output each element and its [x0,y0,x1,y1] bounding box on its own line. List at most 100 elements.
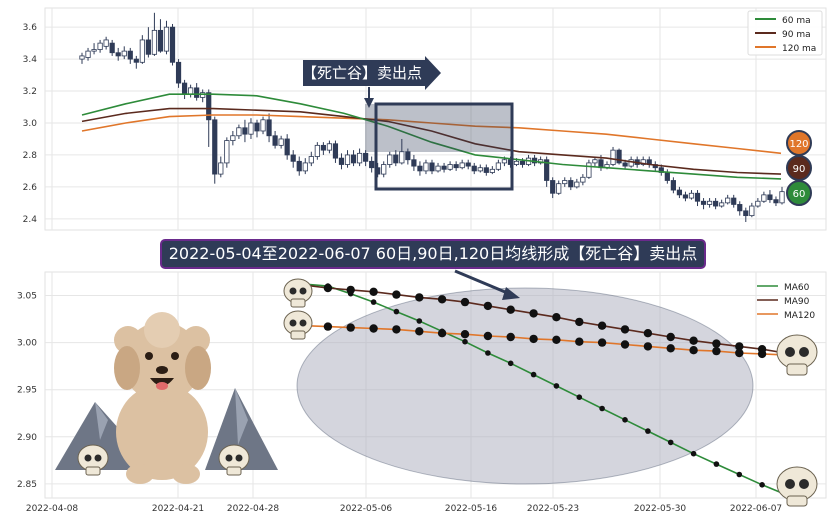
data-point [576,394,583,401]
skull-icon [283,310,313,340]
candlestick [544,156,550,187]
x-tick-label: 2022-05-30 [634,504,687,514]
candlestick [550,177,556,199]
candlestick [224,137,230,168]
data-point [507,360,514,367]
legend-ma120: MA120 [784,311,815,321]
valley-box [374,102,514,191]
death-valley-callout: 【死亡谷】卖出点 [302,56,441,108]
candlestick [320,142,326,155]
data-point [346,323,355,332]
data-point [415,327,424,336]
candlestick [109,39,115,56]
data-point [689,336,698,345]
svg-text:120: 120 [789,139,808,150]
candlestick [586,159,592,179]
y-tick-label: 2.85 [17,480,37,490]
candlestick [242,119,248,143]
candlestick [755,198,761,208]
data-point [553,383,560,389]
candlestick [115,47,121,61]
candlestick [169,23,176,66]
candlestick [332,140,339,163]
candlestick [465,159,471,170]
candlestick [399,138,405,165]
candlestick [688,190,695,200]
summary-banner: 2022-05-04至2022-06-07 60日,90日,120日均线形成【死… [160,239,706,269]
x-tick-label: 2022-04-08 [26,504,79,514]
y-tick-label: 2.8 [23,151,38,161]
data-point [575,337,584,346]
candlestick [308,151,314,167]
x-tick-label: 2022-04-21 [152,504,204,514]
data-point [529,309,538,318]
y-tick-label: 2.95 [17,386,37,396]
candlestick [749,202,755,218]
data-point [690,450,697,457]
data-point [416,318,423,324]
data-point [759,482,765,488]
pointer-arrow [454,269,520,300]
data-point [437,295,447,304]
candlestick [302,158,308,175]
candlestick [139,35,145,64]
y-tick-label: 3.0 [23,119,38,129]
ma120-line [304,324,786,356]
data-point [369,287,378,296]
ma-badge-120: 120 [786,130,812,156]
candlestick [767,190,773,203]
legend-120ma: 120 ma [782,44,816,54]
ma-badge-60: 60 [786,180,812,206]
skull-icon [283,278,313,308]
candlestick [356,148,363,167]
data-point [712,339,721,348]
data-point [736,471,743,478]
candlestick [453,161,459,171]
y-tick-label: 2.90 [17,433,37,443]
candlestick [350,150,357,167]
data-point [713,461,720,467]
y-tick-label: 2.4 [23,215,38,225]
candlestick [459,159,465,170]
data-point [393,308,400,315]
candlestick [79,52,85,64]
candlestick [163,20,170,55]
data-point [483,331,493,341]
candlestick [731,194,737,208]
y-tick-label: 3.05 [17,292,37,302]
data-point [597,321,607,330]
candlestick [411,154,417,171]
candlestick [97,39,103,53]
ma-badge-90: 90 [786,155,812,181]
top-legend: 60 ma 90 ma 120 ma [747,10,823,56]
candlestick [417,161,423,176]
candlestick [743,207,749,223]
x-tick-label: 2022-05-16 [445,504,498,514]
candlestick [212,116,218,184]
candlestick [779,186,785,205]
data-point [346,285,355,295]
data-point [529,334,538,344]
legend-60ma: 60 ma [782,16,811,26]
candlestick [562,177,568,187]
candlestick [580,174,586,186]
ma90-line [81,107,782,175]
data-point [643,342,653,351]
candlestick [429,159,435,175]
candlestick [700,198,707,210]
x-tick-label: 2022-06-07 [730,504,782,514]
candlestick [314,142,320,160]
data-point [735,348,744,358]
candlestick [230,130,236,146]
candlestick [761,191,767,203]
data-point [712,346,721,356]
data-point [323,283,333,293]
y-tick-label: 3.4 [23,55,38,65]
ma120-series [300,321,790,360]
top-candlestick-panel: 2.4 2.6 2.8 3.0 3.2 3.4 3.6 【死亡谷】卖出点 60 ma 90 … [23,7,827,231]
candlestick [387,151,393,168]
y-tick-label: 3.2 [23,87,37,97]
candlestick [278,135,284,149]
valley-highlight [365,104,513,152]
candlestick [725,194,731,205]
